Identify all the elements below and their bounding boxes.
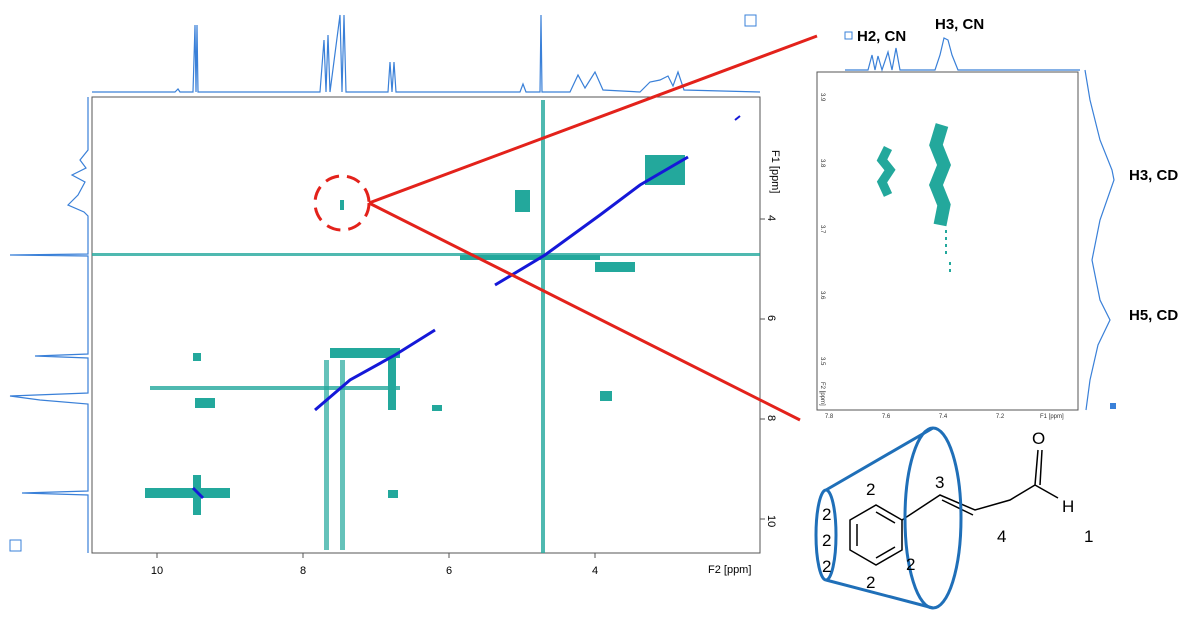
inset-frame [816, 71, 1079, 411]
atom-label: 2 [822, 531, 831, 550]
annotation: H2, CN [857, 28, 906, 45]
y-tick-label: 4 [765, 215, 777, 221]
atom-label: 1 [1084, 527, 1093, 546]
peak [193, 353, 201, 361]
atom-label: O [1032, 429, 1045, 448]
x-tick-label: 8 [300, 565, 306, 577]
inset-x-tick-label: 7.4 [939, 414, 948, 420]
peak [193, 475, 201, 515]
y-tick-label: 6 [765, 315, 777, 321]
shape [849, 504, 903, 566]
peak [191, 486, 205, 500]
peak [340, 200, 344, 210]
y-tick-label: 8 [765, 415, 777, 421]
inset-peak [928, 123, 952, 227]
inset-y-tick-label: 3.8 [819, 159, 825, 168]
inset-y-tick-label: 3.6 [819, 291, 825, 300]
y-tick-label: 10 [765, 515, 777, 527]
atom-label: 3 [935, 473, 944, 492]
icon [844, 31, 853, 40]
y-axis-label: F1 [ppm] [769, 150, 781, 193]
annotation: H3, CD [1129, 167, 1178, 184]
inset-y-tick-label: 3.9 [819, 93, 825, 102]
streak [541, 100, 545, 553]
cyclodextrin [814, 426, 963, 610]
x-tick-label: 4 [592, 565, 598, 577]
atom-label: H [1062, 497, 1074, 516]
plot-frame [91, 96, 761, 554]
inset-x-tick-label: 7.8 [825, 414, 834, 420]
streak [150, 386, 400, 390]
atom-label: 2 [866, 573, 875, 592]
streak [92, 253, 760, 256]
peak [600, 391, 612, 401]
inset-x-label: F1 [ppm] [1040, 414, 1064, 420]
peak [432, 405, 442, 411]
x-axis-label: F2 [ppm] [708, 564, 751, 576]
diagonal [494, 155, 689, 287]
inset-y-tick-label: 3.7 [819, 225, 825, 234]
annotation: H5, CD [1129, 307, 1178, 324]
atom-label: 2 [866, 480, 875, 499]
streak [340, 360, 345, 550]
peak [388, 490, 398, 498]
inset-y-tick-label: 3.5 [819, 357, 825, 366]
inset-right-trace [1084, 69, 1115, 411]
peak [195, 398, 215, 408]
inset-y-label: F2 [ppm] [819, 382, 825, 406]
molecule-structure [849, 449, 1059, 566]
peak [460, 255, 600, 260]
inset-x-tick-label: 7.2 [996, 414, 1005, 420]
inset-top-trace [845, 37, 1080, 73]
x-tick-label: 10 [151, 565, 163, 577]
icon [1110, 403, 1116, 409]
diagonal [314, 328, 436, 412]
peak [145, 488, 230, 498]
atom-label: 4 [997, 527, 1006, 546]
icon [744, 14, 757, 27]
top-trace [92, 14, 761, 93]
inset-peak [876, 145, 896, 197]
zoom-lines [368, 34, 818, 422]
left-trace [9, 97, 89, 553]
peak [515, 190, 530, 212]
streak [324, 360, 329, 550]
icon [9, 539, 22, 552]
shape [825, 426, 934, 610]
peak [595, 262, 635, 272]
x-tick-label: 6 [446, 565, 452, 577]
shape [856, 511, 896, 559]
atom-label: 2 [822, 505, 831, 524]
atom-label: 2 [906, 555, 915, 574]
shape [901, 484, 1036, 521]
shape [903, 426, 963, 610]
inset-peak [945, 230, 951, 275]
peak [388, 350, 396, 410]
diagonal [734, 115, 741, 121]
shape [941, 449, 1059, 516]
inset-x-tick-label: 7.6 [882, 414, 891, 420]
annotation: H3, CN [935, 16, 984, 33]
atom-label: 2 [822, 557, 831, 576]
peak [330, 348, 400, 358]
